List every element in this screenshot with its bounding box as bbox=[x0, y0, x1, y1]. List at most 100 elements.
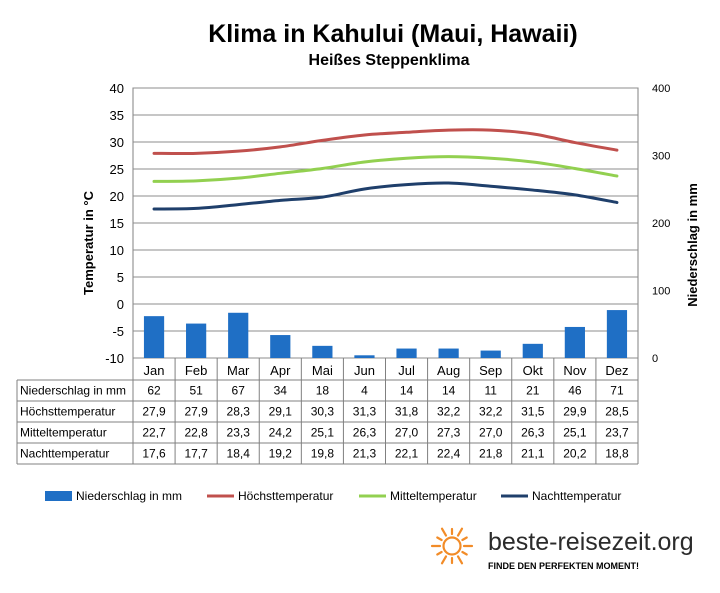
table-cell: 21,3 bbox=[353, 447, 377, 461]
table-cell: 28,5 bbox=[605, 405, 629, 419]
precipitation-bar-okt bbox=[522, 343, 543, 358]
chart-title: Klima in Kahului (Maui, Hawaii) bbox=[208, 20, 577, 48]
y-axis-right-title: Niederschlag in mm bbox=[685, 183, 700, 307]
table-cell: 22,1 bbox=[395, 447, 419, 461]
table-cell: 27,9 bbox=[142, 405, 166, 419]
x-tick-label: Okt bbox=[523, 363, 544, 378]
table-cell: 19,8 bbox=[311, 447, 335, 461]
y-tick-left-label: 25 bbox=[110, 162, 124, 177]
table-cell: 32,2 bbox=[437, 405, 461, 419]
y-tick-left-label: -5 bbox=[112, 324, 124, 339]
table-cell: 27,0 bbox=[395, 426, 419, 440]
x-tick-label: Mai bbox=[312, 363, 333, 378]
table-cell: 31,3 bbox=[353, 405, 377, 419]
y-axis-right: 400 300 200 100 0 bbox=[652, 83, 670, 365]
table-cell: 23,3 bbox=[227, 426, 251, 440]
line-mitteltemperatur bbox=[152, 155, 619, 183]
table-cell: 22,8 bbox=[184, 426, 208, 440]
precipitation-bar-jul bbox=[396, 348, 417, 358]
table-cell: 25,1 bbox=[311, 426, 335, 440]
sun-ray bbox=[440, 555, 448, 565]
sun-ray bbox=[456, 555, 464, 565]
table-cell: 19,2 bbox=[269, 447, 293, 461]
legend-label: Niederschlag in mm bbox=[76, 489, 182, 503]
table-cell: 32,2 bbox=[479, 405, 503, 419]
table-cell: 20,2 bbox=[563, 447, 587, 461]
table-cell: 24,2 bbox=[269, 426, 293, 440]
x-tick-label: Jul bbox=[398, 363, 415, 378]
x-tick-label: Aug bbox=[437, 363, 460, 378]
table-cell: 46 bbox=[568, 384, 582, 398]
table-cell: 31,5 bbox=[521, 405, 545, 419]
y-tick-left-label: 15 bbox=[110, 216, 124, 231]
x-tick-label: Sep bbox=[479, 363, 502, 378]
table-cell: 30,3 bbox=[311, 405, 335, 419]
table-row-label: Niederschlag in mm bbox=[20, 384, 126, 398]
table-cell: 21 bbox=[526, 384, 540, 398]
x-tick-label: Jan bbox=[144, 363, 165, 378]
sun-disc bbox=[442, 536, 462, 556]
table-cell: 21,8 bbox=[479, 447, 503, 461]
table-cell: 21,1 bbox=[521, 447, 545, 461]
table-row-label: Mitteltemperatur bbox=[20, 426, 107, 440]
plot-area bbox=[132, 87, 639, 359]
table-cell: 34 bbox=[274, 384, 288, 398]
data-table: Jan Feb Mar Apr Mai Jun Jul Aug Sep Okt Nov Dez Nied… bbox=[16, 358, 639, 465]
legend-label: Höchsttemperatur bbox=[238, 489, 333, 503]
precipitation-bar-apr bbox=[270, 335, 291, 358]
table-cell: 26,3 bbox=[353, 426, 377, 440]
table-cell: 14 bbox=[442, 384, 456, 398]
table-cell: 14 bbox=[400, 384, 414, 398]
y-tick-left-label: -10 bbox=[105, 351, 124, 366]
sun-ray bbox=[436, 536, 443, 542]
line-höchsttemperatur bbox=[152, 128, 619, 155]
x-tick-label: Apr bbox=[270, 363, 291, 378]
table-row-label: Nachttemperatur bbox=[20, 447, 109, 461]
y-tick-left-label: 40 bbox=[110, 81, 124, 96]
table-cell: 71 bbox=[610, 384, 624, 398]
y-tick-right-label: 400 bbox=[652, 83, 670, 95]
precipitation-bar-mar bbox=[228, 312, 249, 358]
table-cell: 67 bbox=[232, 384, 246, 398]
table-cell: 17,7 bbox=[184, 447, 208, 461]
y-tick-left-label: 35 bbox=[110, 108, 124, 123]
y-axis-left-title: Temperatur in °C bbox=[81, 190, 96, 295]
table-cell: 18,4 bbox=[227, 447, 251, 461]
table-row-label: Höchsttemperatur bbox=[20, 405, 115, 419]
table-cell: 31,8 bbox=[395, 405, 419, 419]
precipitation-bars bbox=[143, 310, 628, 358]
line-nachttemperatur bbox=[152, 181, 619, 211]
precipitation-bar-nov bbox=[564, 326, 585, 358]
y-tick-right-label: 0 bbox=[652, 353, 658, 365]
y-tick-left-label: 20 bbox=[110, 189, 124, 204]
x-tick-label: Feb bbox=[185, 363, 207, 378]
legend-swatch bbox=[45, 491, 72, 501]
table-cell: 29,9 bbox=[563, 405, 587, 419]
y-tick-left-label: 30 bbox=[110, 135, 124, 150]
table-cell: 22,7 bbox=[142, 426, 166, 440]
legend-label: Nachttemperatur bbox=[532, 489, 621, 503]
table-cell: 26,3 bbox=[521, 426, 545, 440]
sun-icon bbox=[430, 527, 474, 565]
y-tick-right-label: 100 bbox=[652, 286, 670, 298]
table-cell: 4 bbox=[361, 384, 368, 398]
sun-ray bbox=[461, 536, 468, 542]
table-cell: 23,7 bbox=[605, 426, 629, 440]
y-axis-left: 40 35 30 25 20 15 10 5 0 -5 -10 bbox=[105, 81, 124, 366]
brand-name: beste-reisezeit.org bbox=[488, 528, 694, 556]
sun-ray bbox=[436, 550, 443, 556]
precipitation-bar-sep bbox=[480, 350, 501, 358]
precipitation-bar-mai bbox=[312, 345, 333, 358]
y-tick-right-label: 300 bbox=[652, 151, 670, 163]
y-tick-left-label: 5 bbox=[117, 270, 124, 285]
table-cell: 27,3 bbox=[437, 426, 461, 440]
y-tick-left-label: 10 bbox=[110, 243, 124, 258]
precipitation-bar-feb bbox=[186, 323, 207, 358]
brand-logo: beste-reisezeit.org FINDE DEN PERFEKTEN … bbox=[430, 527, 694, 571]
table-cell: 22,4 bbox=[437, 447, 461, 461]
table-cell: 51 bbox=[189, 384, 203, 398]
x-tick-label: Dez bbox=[605, 363, 628, 378]
table-cell: 29,1 bbox=[269, 405, 293, 419]
precipitation-bar-dez bbox=[606, 310, 628, 358]
sun-ray bbox=[440, 527, 448, 537]
